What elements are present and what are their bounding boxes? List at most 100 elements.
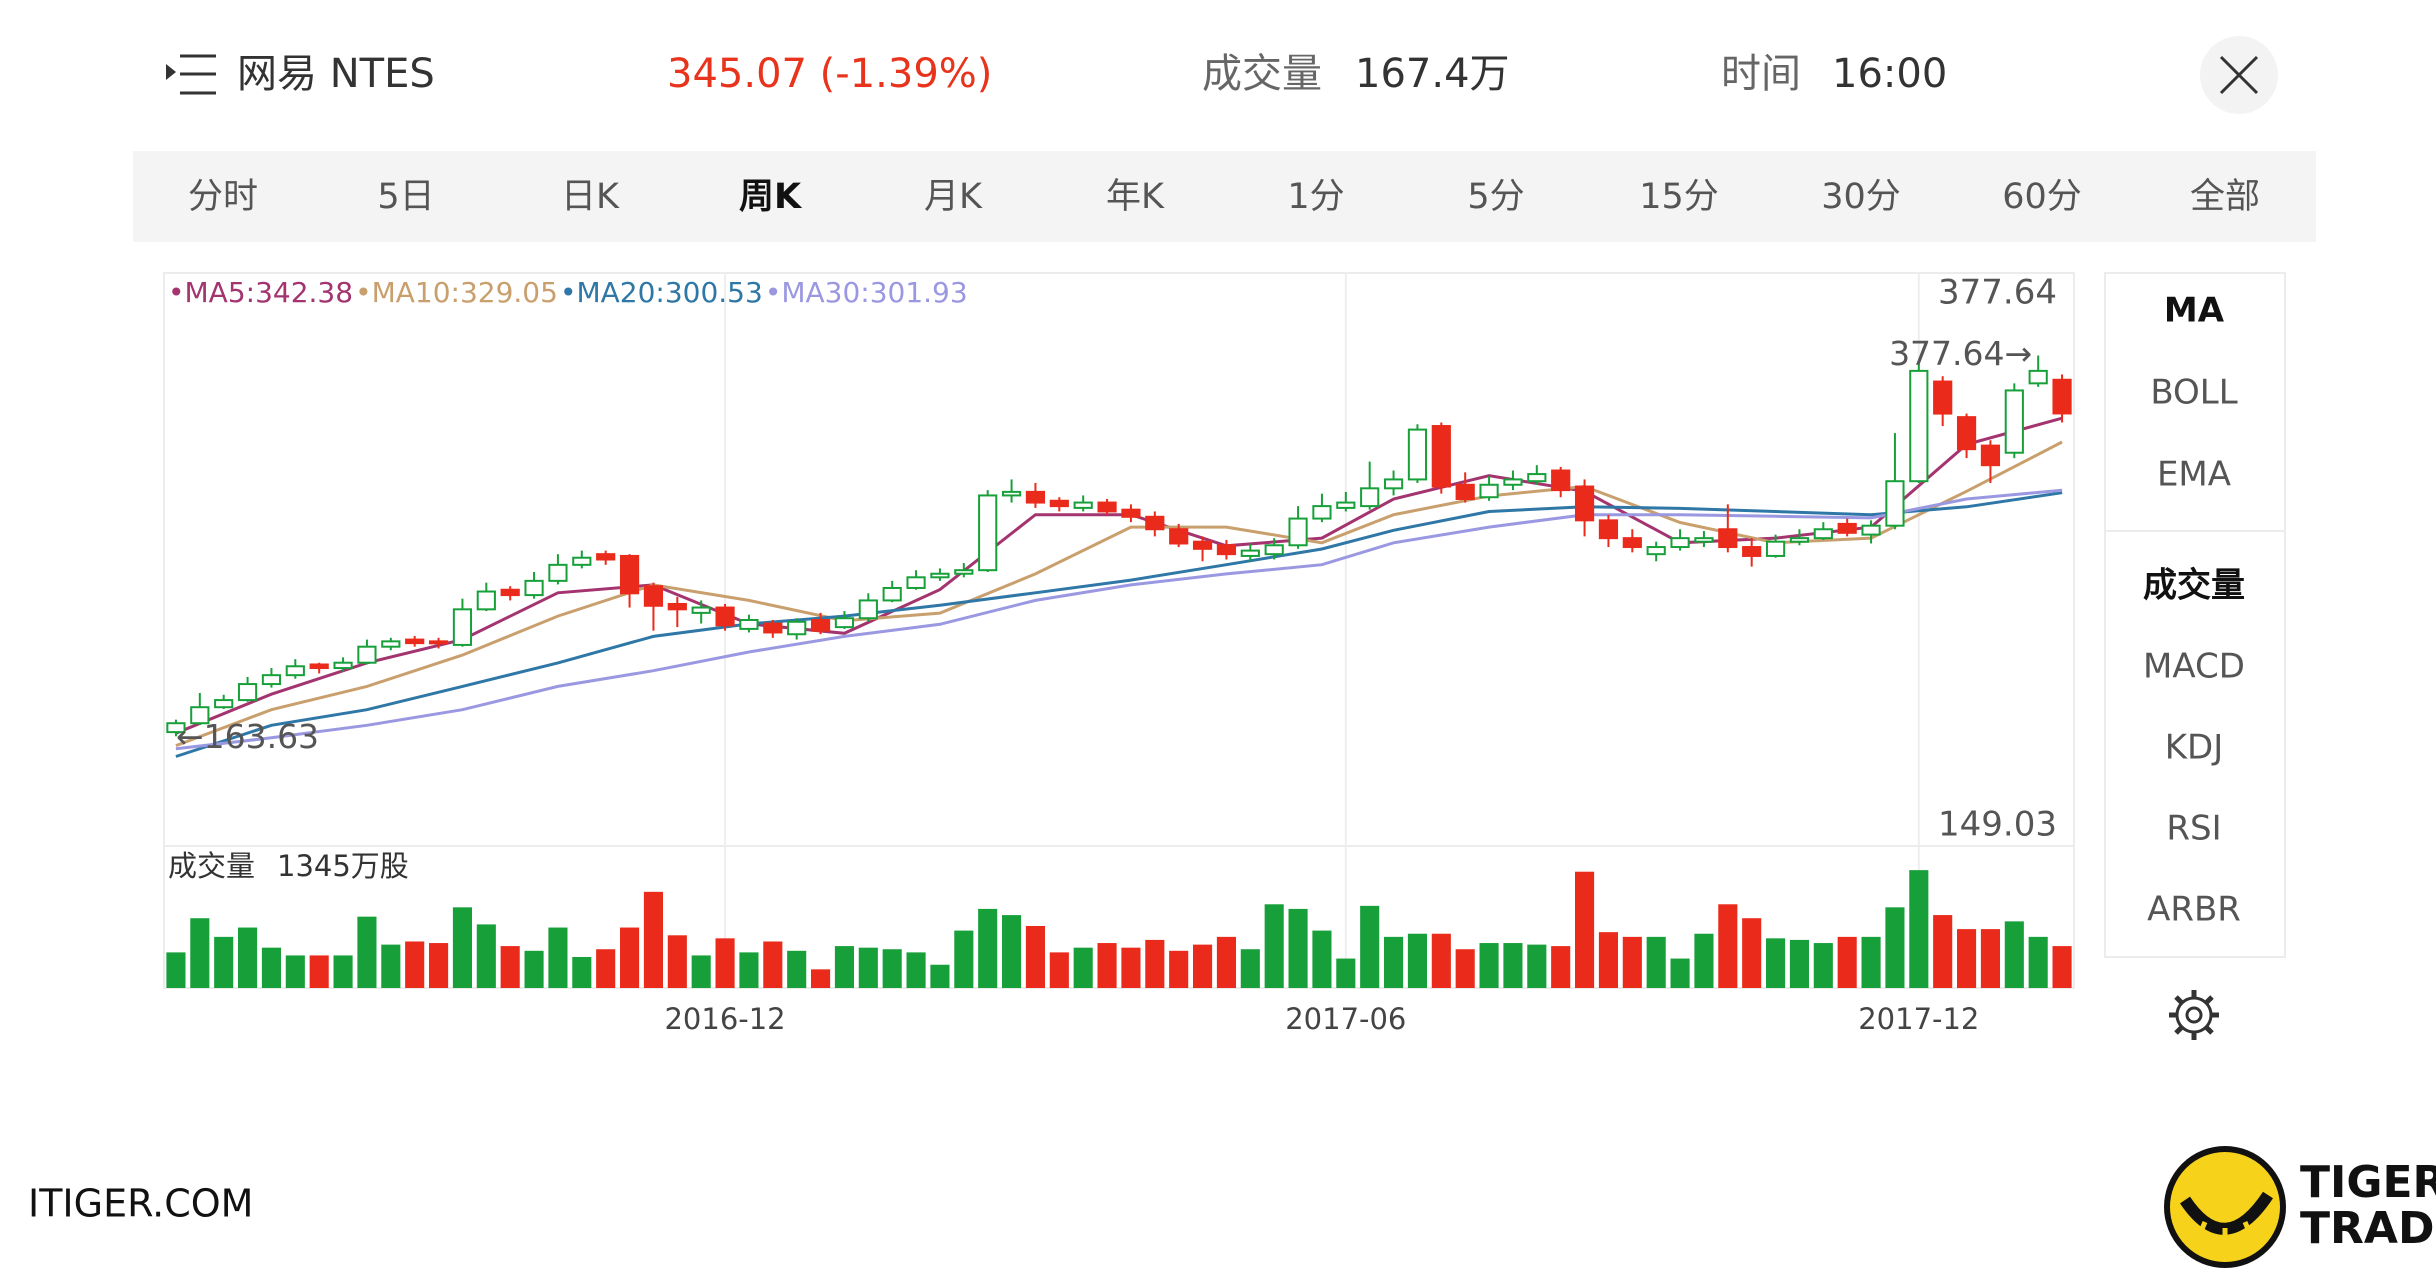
- volume-panel: [163, 845, 2075, 989]
- volume-bar: [1885, 907, 1905, 988]
- indicator[interactable]: RSI: [2166, 809, 2221, 849]
- volume-bar: [1097, 943, 1117, 988]
- volume-bar: [2052, 946, 2072, 988]
- volume-bar: [261, 947, 281, 988]
- candle-body: [1646, 546, 1666, 556]
- tab[interactable]: 5分: [1467, 177, 1524, 217]
- volume-bar: [1837, 936, 1857, 988]
- volume-bar: [1073, 947, 1093, 988]
- candle-body: [1765, 540, 1786, 557]
- candle-body: [1145, 515, 1165, 531]
- menu-button[interactable]: [166, 54, 216, 95]
- indicator[interactable]: KDJ: [2165, 728, 2224, 768]
- candle-body: [1789, 537, 1810, 543]
- indicator[interactable]: MACD: [2143, 647, 2245, 687]
- candle-body: [763, 622, 783, 634]
- candle-body: [906, 576, 926, 589]
- candle-body: [1360, 487, 1380, 508]
- volume-bar: [1216, 936, 1236, 988]
- candle-body: [214, 699, 234, 709]
- volume-bar: [1575, 871, 1595, 988]
- tab[interactable]: 60分: [2002, 177, 2082, 217]
- close-button[interactable]: [2200, 36, 2278, 114]
- indicator[interactable]: MA: [2164, 291, 2225, 331]
- time-label: 时间: [1721, 51, 1801, 97]
- volume-bar: [1670, 958, 1690, 988]
- candle-body: [858, 599, 878, 620]
- tab-bar: [133, 151, 2316, 242]
- volume-bar: [2028, 936, 2048, 988]
- candle-body: [1885, 480, 1905, 527]
- volume-bar: [906, 952, 926, 988]
- volume-bar: [381, 944, 401, 988]
- volume-bar: [1264, 904, 1284, 988]
- candle-body: [1551, 469, 1571, 492]
- volume-bar: [190, 918, 210, 988]
- candle-body: [1598, 519, 1619, 540]
- tab[interactable]: 年K: [1106, 177, 1165, 217]
- candle-body: [1742, 546, 1762, 557]
- candle-body: [1097, 501, 1117, 513]
- candle-body: [452, 608, 473, 646]
- settings-button[interactable]: [2169, 990, 2219, 1040]
- candle-body: [1073, 501, 1093, 509]
- indicator[interactable]: BOLL: [2150, 373, 2237, 413]
- candle-body: [1407, 428, 1428, 481]
- volume-bar: [620, 927, 640, 988]
- tab[interactable]: 30分: [1821, 177, 1901, 217]
- volume-bar: [1933, 915, 1953, 988]
- volume-bar: [1813, 943, 1833, 988]
- candle-body: [309, 663, 329, 670]
- logo-text: TIGER: [2300, 1157, 2436, 1208]
- volume-bar: [811, 969, 831, 988]
- volume-bar: [1909, 870, 1929, 988]
- volume-bar: [787, 950, 807, 988]
- volume-bar: [1861, 936, 1881, 988]
- candle-body: [596, 553, 616, 561]
- volume-bar: [1049, 952, 1069, 988]
- volume-bar: [429, 943, 449, 988]
- volume-bar: [882, 949, 902, 988]
- volume-bar: [1718, 904, 1738, 988]
- volume-bar: [1312, 930, 1332, 988]
- logo-text: TRADE: [2300, 1203, 2436, 1254]
- indicator[interactable]: EMA: [2157, 455, 2231, 495]
- menu-arrow: [166, 64, 176, 80]
- indicator-panel: [2104, 272, 2286, 958]
- gear-teeth: [2169, 990, 2219, 1040]
- volume-bar: [1742, 918, 1762, 988]
- candle-body: [643, 585, 664, 607]
- volume-bar: [1240, 949, 1260, 988]
- tab[interactable]: 周K: [739, 177, 803, 217]
- volume-bar: [978, 908, 998, 988]
- candle-body: [1240, 549, 1260, 557]
- candle-body: [237, 683, 258, 702]
- volume-bar: [954, 930, 974, 988]
- tab[interactable]: 1分: [1287, 177, 1344, 217]
- candle-body: [715, 606, 735, 627]
- indicator[interactable]: ARBR: [2147, 890, 2241, 930]
- tab[interactable]: 分时: [188, 177, 258, 217]
- indicator[interactable]: 成交量: [2143, 566, 2245, 606]
- volume-bar: [715, 938, 735, 988]
- tab[interactable]: 全部: [2190, 177, 2260, 217]
- candle-body: [667, 602, 687, 611]
- candle-body: [548, 563, 568, 582]
- volume-bar: [1957, 929, 1977, 988]
- volume-bar: [1455, 949, 1475, 988]
- tab[interactable]: 月K: [924, 177, 983, 217]
- tab[interactable]: 5日: [377, 177, 434, 217]
- candle-body: [1956, 416, 1977, 451]
- x-tick-label: 2017-12: [1858, 1002, 1979, 1036]
- candle-body: [619, 554, 640, 595]
- volume-bar: [333, 955, 353, 988]
- volume-bar: [500, 946, 520, 988]
- candle-body: [1216, 544, 1237, 556]
- volume-bar: [1360, 905, 1380, 988]
- volume-bar: [2004, 921, 2024, 988]
- tab[interactable]: 15分: [1639, 177, 1719, 217]
- tab[interactable]: 日K: [561, 177, 620, 217]
- gear-ring: [2175, 996, 2213, 1034]
- volume-bar: [166, 952, 186, 988]
- volume-bar: [858, 947, 878, 988]
